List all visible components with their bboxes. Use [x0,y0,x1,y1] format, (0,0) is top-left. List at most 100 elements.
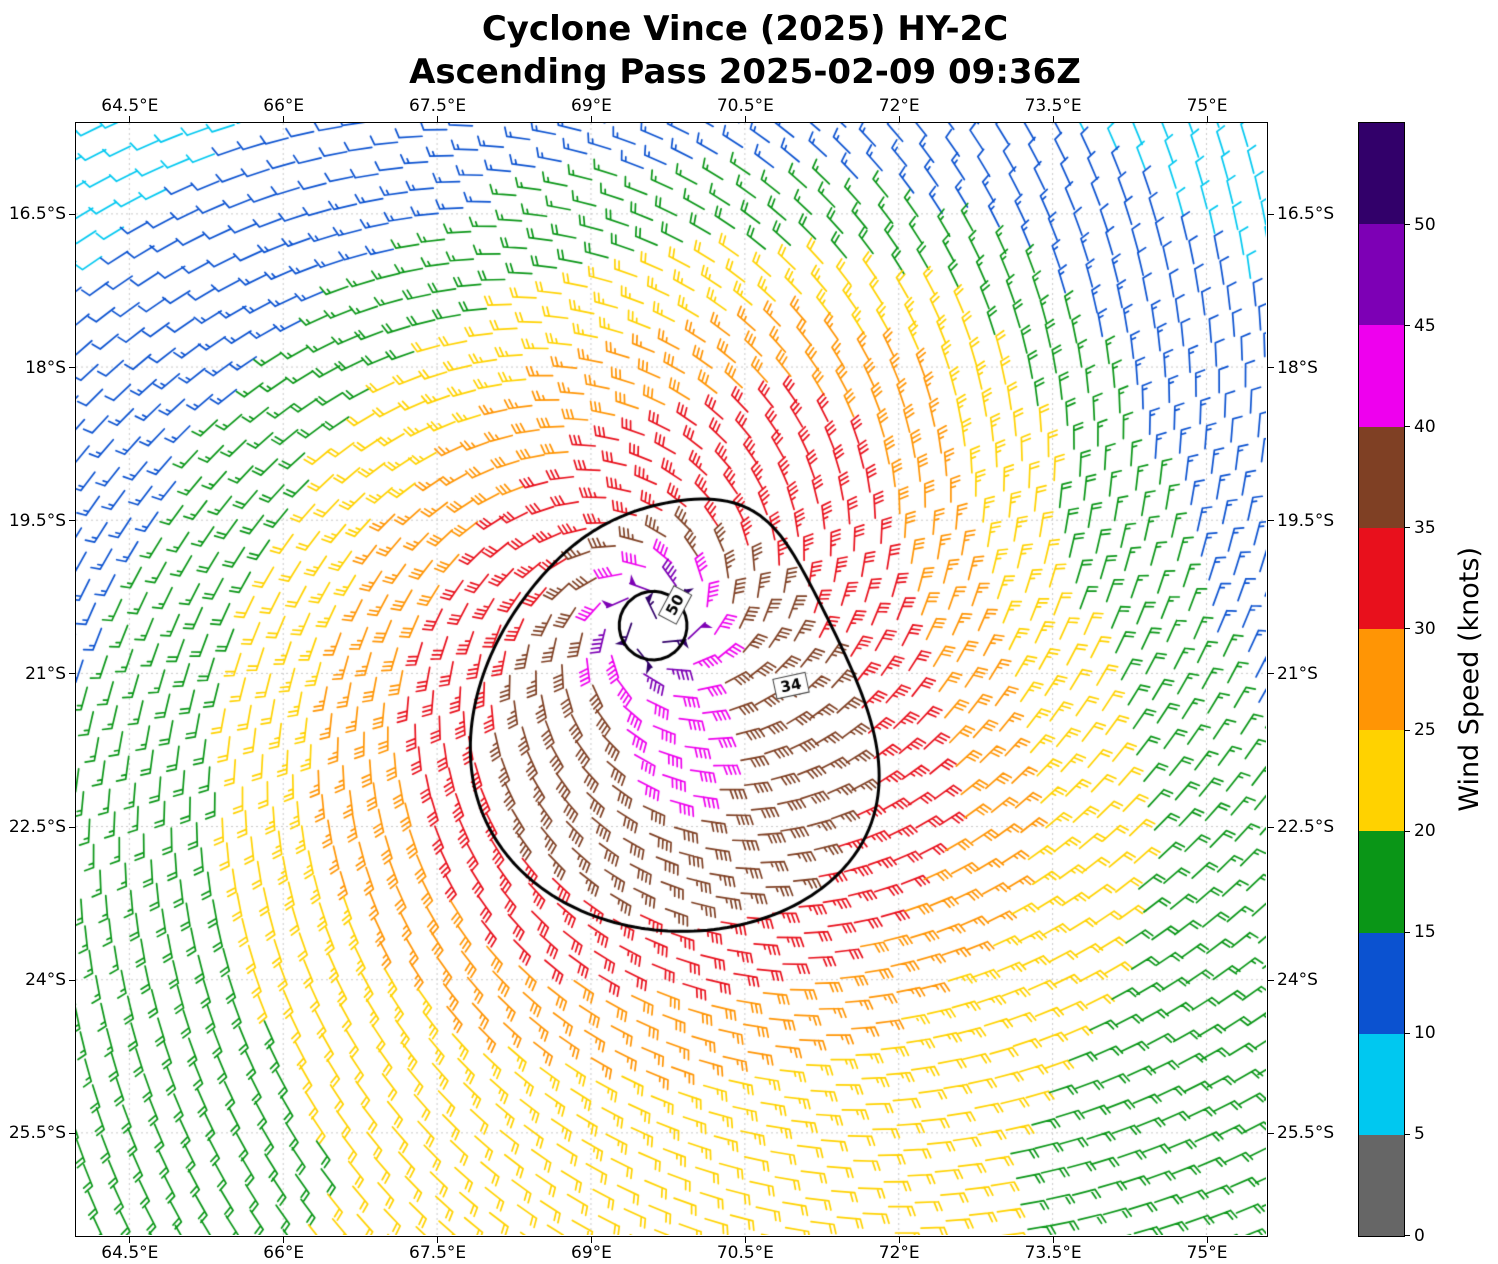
colorbar-tick-label: 45 [1414,315,1436,336]
y-tick-mark [1268,826,1274,828]
colorbar-tick-label: 0 [1414,1225,1425,1246]
colorbar-tick-label: 20 [1414,821,1436,842]
colorbar-tick-mark [1405,1032,1410,1034]
y-tick-mark [69,826,75,828]
wind-barb-canvas [76,123,1266,1235]
y-tick-label-right: 24°S [1277,970,1318,991]
y-tick-label-left: 22.5°S [8,817,66,838]
colorbar-tick-mark [1405,325,1410,327]
x-tick-label-bottom: 72°E [878,1243,920,1263]
colorbar-tick-mark [1405,224,1410,226]
x-tick-mark [1052,116,1054,122]
x-tick-mark [744,1237,746,1243]
colorbar-segment [1359,426,1404,528]
x-tick-mark [129,1237,131,1243]
colorbar-segment [1359,1134,1404,1237]
colorbar-tick-label: 10 [1414,1023,1436,1044]
colorbar-segment [1359,527,1404,629]
x-tick-label-top: 64.5°E [101,96,159,116]
chart-title-line1: Cyclone Vince (2025) HY-2C [481,9,1009,49]
colorbar-label-wrap: Wind Speed (knots) [1446,122,1492,1237]
colorbar-segment [1359,831,1404,933]
x-tick-label-top: 70.5°E [716,96,774,116]
x-tick-label-top: 67.5°E [409,96,467,116]
y-tick-mark [69,213,75,215]
colorbar-tick-mark [1405,527,1410,529]
colorbar-segment [1359,325,1404,427]
colorbar-tick-label: 5 [1414,1124,1425,1145]
x-tick-label-bottom: 67.5°E [409,1243,467,1263]
colorbar-tick-label: 15 [1414,922,1436,943]
x-tick-mark [437,1237,439,1243]
colorbar-tick-label: 40 [1414,416,1436,437]
colorbar-tick-mark [1405,729,1410,731]
chart-title: Cyclone Vince (2025) HY-2C Ascending Pas… [0,8,1490,93]
x-tick-label-top: 73.5°E [1024,96,1082,116]
y-tick-mark [69,1132,75,1134]
x-tick-label-bottom: 75°E [1186,1243,1228,1263]
colorbar-tick-mark [1405,931,1410,933]
y-tick-mark [69,673,75,675]
colorbar-tick-mark [1405,426,1410,428]
y-tick-label-right: 25.5°S [1277,1123,1335,1144]
colorbar-tick-mark [1405,830,1410,832]
y-tick-mark [1268,213,1274,215]
x-tick-label-bottom: 64.5°E [101,1243,159,1263]
colorbar-segment [1359,1033,1404,1135]
y-tick-mark [69,520,75,522]
colorbar-segment [1359,730,1404,832]
x-tick-label-bottom: 70.5°E [716,1243,774,1263]
y-tick-label-left: 21°S [25,663,66,684]
y-tick-label-right: 18°S [1277,357,1318,378]
x-tick-mark [590,1237,592,1243]
map-plot-area [75,122,1268,1237]
x-tick-label-top: 66°E [263,96,305,116]
y-tick-label-left: 16.5°S [8,204,66,225]
colorbar-segment [1359,123,1404,225]
colorbar-tick-label: 30 [1414,618,1436,639]
y-tick-label-left: 24°S [25,970,66,991]
colorbar-segment [1359,932,1404,1034]
y-tick-label-right: 19.5°S [1277,510,1335,531]
x-tick-mark [1206,116,1208,122]
y-tick-mark [69,979,75,981]
x-tick-label-bottom: 69°E [571,1243,612,1263]
colorbar-tick-mark [1405,1235,1410,1236]
y-tick-mark [1268,367,1274,369]
chart-title-line2: Ascending Pass 2025-02-09 09:36Z [409,51,1081,92]
x-tick-mark [283,1237,285,1243]
x-tick-mark [1206,1237,1208,1243]
colorbar-tick-label: 35 [1414,517,1436,538]
x-tick-mark [590,116,592,122]
y-tick-label-left: 19.5°S [8,510,66,531]
x-tick-label-bottom: 73.5°E [1024,1243,1082,1263]
x-tick-mark [1052,1237,1054,1243]
y-tick-label-left: 25.5°S [8,1123,66,1144]
x-tick-label-top: 69°E [571,96,612,116]
y-tick-mark [1268,1132,1274,1134]
colorbar-segment [1359,628,1404,731]
y-tick-mark [1268,979,1274,981]
colorbar-tick-label: 25 [1414,720,1436,741]
colorbar [1358,122,1405,1237]
x-tick-mark [437,116,439,122]
y-tick-label-right: 16.5°S [1277,204,1335,225]
colorbar-tick-mark [1405,1133,1410,1135]
x-tick-mark [744,116,746,122]
x-tick-label-top: 75°E [1186,96,1228,116]
x-tick-mark [898,1237,900,1243]
colorbar-segment [1359,224,1404,326]
y-tick-label-right: 21°S [1277,663,1318,684]
y-tick-label-left: 18°S [25,357,66,378]
colorbar-tick-mark [1405,628,1410,630]
colorbar-tick-label: 50 [1414,214,1436,235]
y-tick-mark [69,367,75,369]
x-tick-mark [283,116,285,122]
x-tick-label-bottom: 66°E [263,1243,305,1263]
y-tick-mark [1268,520,1274,522]
y-tick-label-right: 22.5°S [1277,817,1335,838]
x-tick-label-top: 72°E [878,96,920,116]
y-tick-mark [1268,673,1274,675]
x-tick-mark [898,116,900,122]
x-tick-mark [129,116,131,122]
